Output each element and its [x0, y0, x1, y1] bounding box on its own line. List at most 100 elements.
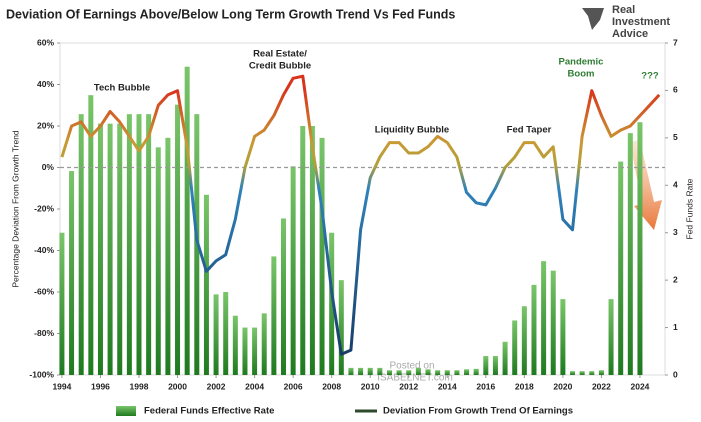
bar	[146, 114, 152, 376]
bar	[618, 161, 624, 375]
annotation: ???	[641, 71, 659, 82]
bar	[78, 114, 84, 376]
bar	[309, 126, 315, 375]
logo: Real Investment Advice	[582, 4, 670, 40]
y-tick-label: 40%	[37, 79, 54, 89]
bar	[184, 66, 190, 375]
y2-tick-label: 4	[673, 180, 678, 190]
y2-tick-label: 5	[673, 132, 678, 142]
bar	[261, 313, 267, 375]
y-tick-label: -100%	[29, 369, 54, 379]
bar	[406, 370, 412, 375]
bar	[444, 370, 450, 375]
bar	[415, 367, 421, 375]
annotation: Boom	[568, 69, 595, 80]
logo-icon	[582, 8, 604, 30]
bar	[232, 315, 238, 375]
bar	[502, 341, 508, 375]
y2-tick-label: 3	[673, 227, 678, 237]
y-tick-label: -80%	[34, 328, 54, 338]
logo-text: Investment	[612, 16, 670, 28]
x-tick-label: 2008	[322, 381, 341, 391]
y2-tick-label: 1	[673, 322, 678, 332]
bar	[175, 104, 181, 376]
y-tick-label: 20%	[37, 120, 54, 130]
bar	[483, 356, 489, 375]
x-tick-label: 2016	[476, 381, 495, 391]
watermark: ISABELNET.com	[377, 373, 453, 384]
x-tick-label: 1998	[130, 381, 149, 391]
bar	[637, 122, 643, 375]
annotation: Credit Bubble	[249, 61, 311, 72]
x-tick-label: 2004	[245, 381, 264, 391]
annotation: Real Estate/	[253, 49, 307, 60]
x-tick-label: 2000	[168, 381, 187, 391]
watermark: Posted on	[389, 361, 434, 372]
bar	[88, 95, 94, 376]
bar	[570, 371, 576, 375]
bar	[589, 371, 595, 375]
bar	[136, 114, 142, 376]
bar	[531, 284, 537, 375]
bar	[213, 294, 219, 375]
bar	[464, 369, 470, 375]
y2-tick-label: 2	[673, 274, 678, 284]
x-tick-label: 2006	[284, 381, 303, 391]
annotation: Liquidity Bubble	[375, 125, 449, 136]
bar	[117, 123, 123, 375]
annotation: Fed Taper	[507, 125, 552, 136]
bar	[203, 194, 209, 375]
bar	[69, 171, 75, 375]
x-tick-label: 2024	[630, 381, 649, 391]
y2-tick-label: 7	[673, 37, 678, 47]
line	[60, 74, 661, 356]
logo-text: Real	[612, 4, 635, 16]
bar	[348, 367, 354, 375]
bar	[252, 327, 258, 375]
legend-label: Federal Funds Effective Rate	[144, 406, 274, 417]
bar	[97, 123, 103, 375]
bar	[319, 137, 325, 375]
bar	[541, 261, 547, 375]
x-tick-label: 2002	[207, 381, 226, 391]
y-tick-label: -40%	[34, 245, 54, 255]
bar	[425, 369, 431, 375]
bar	[223, 292, 229, 375]
logo-text: Advice	[612, 28, 648, 40]
x-tick-label: 2020	[553, 381, 572, 391]
legend-label: Deviation From Growth Trend Of Earnings	[383, 406, 573, 417]
y-tick-label: 60%	[37, 37, 54, 47]
bar	[377, 367, 383, 375]
bar	[242, 327, 248, 375]
y-tick-label: -20%	[34, 203, 54, 213]
bar	[492, 356, 498, 375]
y2-tick-label: 0	[673, 369, 678, 379]
bar	[579, 371, 585, 375]
bar	[271, 256, 277, 375]
bar	[512, 320, 518, 375]
bar	[473, 368, 479, 375]
x-tick-label: 2018	[515, 381, 534, 391]
x-tick-label: 2014	[438, 381, 457, 391]
bar	[550, 270, 556, 375]
bar	[59, 232, 65, 375]
bar	[155, 147, 161, 375]
annotation: Pandemic	[559, 57, 604, 68]
annotation: Tech Bubble	[94, 83, 150, 94]
y2-tick-label: 6	[673, 85, 678, 95]
bar	[386, 370, 392, 375]
y-tick-label: -60%	[34, 286, 54, 296]
bar	[627, 133, 633, 375]
x-tick-label: 2010	[361, 381, 380, 391]
x-tick-label: 1994	[52, 381, 71, 391]
arrow	[630, 140, 662, 230]
bar	[338, 280, 344, 375]
bar	[521, 306, 527, 375]
bar	[396, 370, 402, 375]
bar	[126, 114, 132, 376]
legend-swatch	[116, 406, 136, 416]
bar	[165, 137, 171, 375]
bar	[435, 370, 441, 375]
bar	[358, 367, 364, 375]
